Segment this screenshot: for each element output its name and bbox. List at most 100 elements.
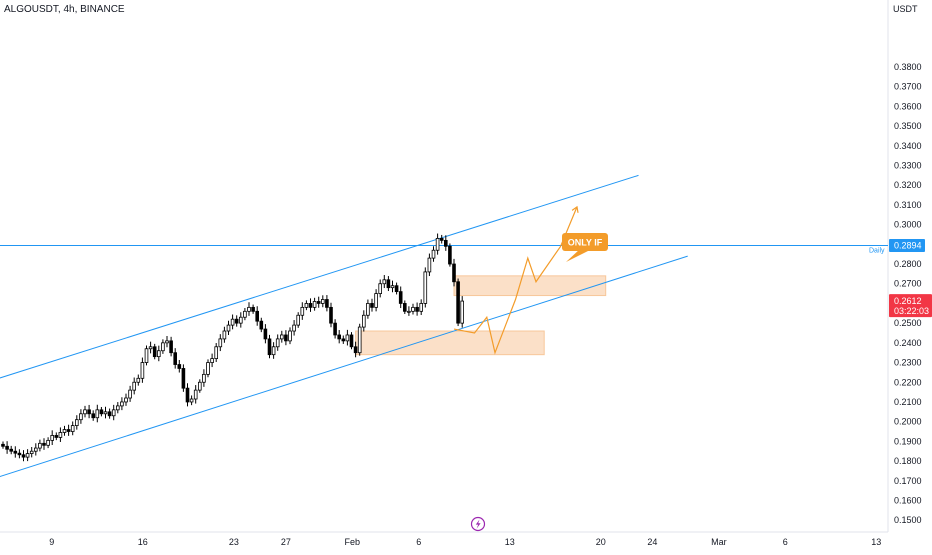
- candle: [42, 438, 46, 450]
- candle: [140, 357, 145, 383]
- candle: [50, 430, 54, 445]
- candle-up-body: [435, 238, 440, 251]
- candle-up-body: [460, 300, 464, 324]
- candle-up-body: [202, 373, 206, 383]
- candle: [443, 235, 448, 251]
- candle-down-body: [169, 340, 173, 354]
- candle: [325, 295, 329, 312]
- channel-upper-line: [0, 174, 639, 379]
- candle-down-body: [398, 291, 403, 304]
- time-tick-label: 9: [49, 537, 54, 547]
- time-tick-label: Feb: [345, 537, 361, 547]
- candle: [448, 243, 452, 267]
- candle: [218, 334, 223, 352]
- candle-up-body: [136, 377, 141, 383]
- candle-down-body: [308, 303, 313, 308]
- candle: [193, 385, 198, 404]
- symbol-title: ALGOUSDT, 4h, BINANCE: [4, 4, 125, 15]
- note-callout: ONLY IF: [562, 233, 608, 262]
- candle-down-body: [54, 435, 59, 438]
- candle: [156, 345, 161, 362]
- candle-down-body: [251, 306, 255, 312]
- candle: [460, 296, 464, 328]
- price-tick-label: 0.3500: [894, 121, 922, 131]
- candle: [103, 406, 108, 419]
- candle: [189, 395, 194, 406]
- candle: [427, 253, 432, 277]
- price-tick-label: 0.1800: [894, 456, 922, 466]
- channel: [0, 174, 688, 478]
- candle: [161, 339, 165, 354]
- time-tick-label: 13: [871, 537, 881, 547]
- note-text: ONLY IF: [568, 238, 603, 248]
- candle: [177, 359, 182, 373]
- candle-down-body: [66, 429, 71, 432]
- candle: [407, 306, 411, 316]
- candle-up-body: [304, 303, 309, 308]
- time-tick-label: 6: [416, 537, 421, 547]
- candle: [341, 335, 346, 344]
- price-tick-label: 0.1700: [894, 476, 922, 486]
- candle: [132, 377, 137, 395]
- last-price-badge: [889, 294, 932, 318]
- candle: [91, 410, 96, 421]
- channel-lower-line: [0, 255, 688, 478]
- price-tick-label: 0.3600: [894, 101, 922, 111]
- candle: [357, 323, 362, 356]
- candle: [247, 302, 251, 316]
- candle: [394, 282, 399, 295]
- candle: [259, 317, 264, 333]
- price-axis-unit: USDT: [893, 4, 918, 14]
- candle: [329, 302, 333, 328]
- zone-0: [453, 275, 607, 297]
- candle: [152, 343, 157, 360]
- time-tick-label: 20: [596, 537, 606, 547]
- last-price-text: 0.2612: [894, 296, 922, 306]
- candle: [13, 446, 18, 458]
- candle: [21, 450, 26, 462]
- candle-down-body: [353, 346, 358, 354]
- candle-up-body: [226, 324, 231, 332]
- event-marker[interactable]: [470, 516, 486, 532]
- candle-down-body: [1, 443, 5, 447]
- candle: [279, 330, 284, 343]
- candle-up-body: [165, 340, 169, 344]
- candle: [366, 299, 370, 319]
- candle-up-body: [156, 350, 161, 358]
- candle: [308, 298, 313, 312]
- candle-down-body: [341, 338, 346, 342]
- candle-up-body: [128, 389, 132, 399]
- zone-1: [355, 330, 545, 356]
- candle: [62, 425, 67, 436]
- candle: [197, 379, 202, 393]
- candle-up-body: [218, 338, 223, 348]
- candle-down-body: [87, 409, 91, 415]
- candle-up-body: [38, 442, 42, 449]
- candle: [17, 449, 22, 459]
- candle: [439, 234, 444, 244]
- candle: [419, 299, 423, 316]
- daily-level-tag: Daily: [869, 248, 885, 255]
- candle: [402, 300, 407, 315]
- candle: [349, 332, 354, 350]
- candle-up-body: [271, 346, 276, 356]
- candle-up-body: [206, 362, 210, 375]
- candle-down-body: [177, 364, 182, 369]
- candle: [382, 275, 387, 289]
- candle-down-body: [42, 442, 46, 446]
- candle-up-body: [300, 306, 305, 316]
- candle-up-body: [345, 334, 350, 342]
- candle-up-body: [214, 346, 219, 360]
- candle-up-body: [292, 324, 296, 332]
- candle: [148, 341, 153, 354]
- candle-up-body: [25, 453, 30, 458]
- candle: [185, 383, 190, 407]
- candle: [316, 296, 321, 308]
- candle: [378, 279, 382, 298]
- candle-down-body: [99, 409, 104, 415]
- candle-down-body: [415, 306, 419, 312]
- candle-down-body: [173, 352, 178, 365]
- candle-down-body: [284, 334, 288, 342]
